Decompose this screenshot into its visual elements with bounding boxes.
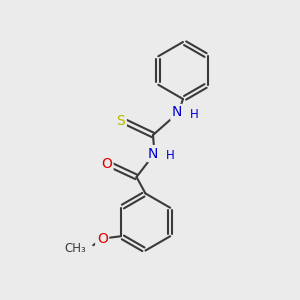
Text: S: S [116, 114, 125, 128]
Text: O: O [97, 232, 108, 246]
Text: O: O [101, 157, 112, 171]
Text: CH₃: CH₃ [64, 242, 86, 255]
Text: N: N [172, 106, 182, 119]
Text: H: H [190, 107, 199, 121]
Text: N: N [148, 147, 158, 160]
Text: H: H [166, 148, 175, 162]
